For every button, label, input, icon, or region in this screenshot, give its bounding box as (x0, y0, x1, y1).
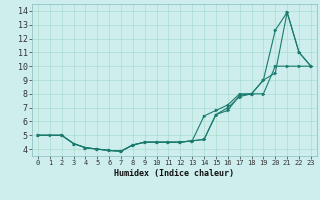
X-axis label: Humidex (Indice chaleur): Humidex (Indice chaleur) (115, 169, 234, 178)
